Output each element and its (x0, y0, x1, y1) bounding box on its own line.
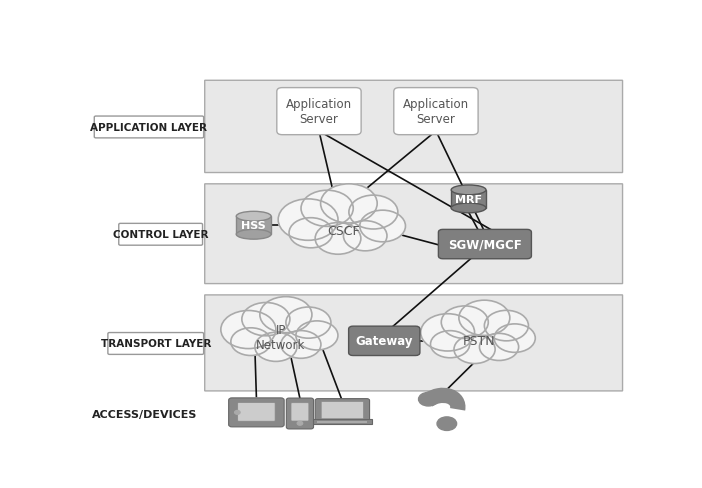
FancyBboxPatch shape (322, 402, 364, 419)
Text: TRANSPORT LAYER: TRANSPORT LAYER (100, 339, 211, 349)
Circle shape (260, 297, 312, 333)
Circle shape (315, 223, 361, 255)
Text: HSS: HSS (241, 221, 266, 231)
Circle shape (281, 331, 321, 359)
Circle shape (454, 335, 495, 364)
Ellipse shape (237, 230, 271, 240)
FancyBboxPatch shape (317, 421, 367, 424)
FancyBboxPatch shape (315, 399, 369, 423)
FancyBboxPatch shape (108, 333, 204, 355)
Polygon shape (237, 217, 271, 235)
Circle shape (484, 311, 529, 341)
Circle shape (231, 328, 271, 356)
FancyBboxPatch shape (119, 224, 203, 245)
Circle shape (349, 196, 398, 229)
FancyBboxPatch shape (205, 184, 623, 284)
FancyBboxPatch shape (313, 419, 372, 425)
Text: CONTROL LAYER: CONTROL LAYER (113, 230, 208, 240)
FancyBboxPatch shape (205, 295, 623, 391)
Text: PSTN: PSTN (463, 334, 496, 347)
FancyBboxPatch shape (238, 403, 275, 421)
Circle shape (359, 211, 406, 243)
Circle shape (494, 324, 536, 353)
Circle shape (255, 333, 297, 362)
Text: IP
Network: IP Network (256, 324, 305, 352)
Polygon shape (451, 190, 486, 208)
Circle shape (234, 410, 240, 414)
FancyBboxPatch shape (205, 81, 623, 173)
Circle shape (343, 221, 387, 251)
Text: APPLICATION LAYER: APPLICATION LAYER (91, 122, 208, 133)
FancyBboxPatch shape (349, 326, 420, 356)
Text: CSCF: CSCF (327, 225, 359, 238)
Ellipse shape (451, 203, 486, 213)
Text: Application
Server: Application Server (403, 98, 469, 126)
Text: SGW/MGCF: SGW/MGCF (448, 238, 522, 251)
Circle shape (296, 321, 338, 350)
Ellipse shape (237, 212, 271, 222)
FancyBboxPatch shape (277, 88, 361, 135)
Text: Application
Server: Application Server (286, 98, 352, 126)
Circle shape (221, 311, 276, 349)
Circle shape (301, 191, 353, 227)
Circle shape (437, 417, 456, 430)
FancyBboxPatch shape (229, 398, 284, 427)
Circle shape (479, 334, 519, 361)
Circle shape (242, 303, 290, 336)
Text: MRF: MRF (455, 195, 482, 204)
FancyBboxPatch shape (286, 398, 314, 429)
Text: ACCESS/DEVICES: ACCESS/DEVICES (92, 408, 197, 419)
FancyBboxPatch shape (291, 403, 309, 421)
Circle shape (321, 184, 377, 224)
Circle shape (442, 306, 489, 339)
Text: Gateway: Gateway (355, 335, 413, 347)
FancyBboxPatch shape (394, 88, 478, 135)
Circle shape (297, 422, 303, 426)
FancyBboxPatch shape (94, 117, 204, 139)
Circle shape (418, 393, 438, 406)
Circle shape (430, 331, 470, 358)
Circle shape (278, 200, 338, 241)
FancyBboxPatch shape (438, 230, 531, 259)
Circle shape (420, 314, 475, 351)
Circle shape (289, 218, 333, 248)
Circle shape (459, 301, 510, 336)
Circle shape (286, 307, 331, 339)
Ellipse shape (451, 185, 486, 195)
